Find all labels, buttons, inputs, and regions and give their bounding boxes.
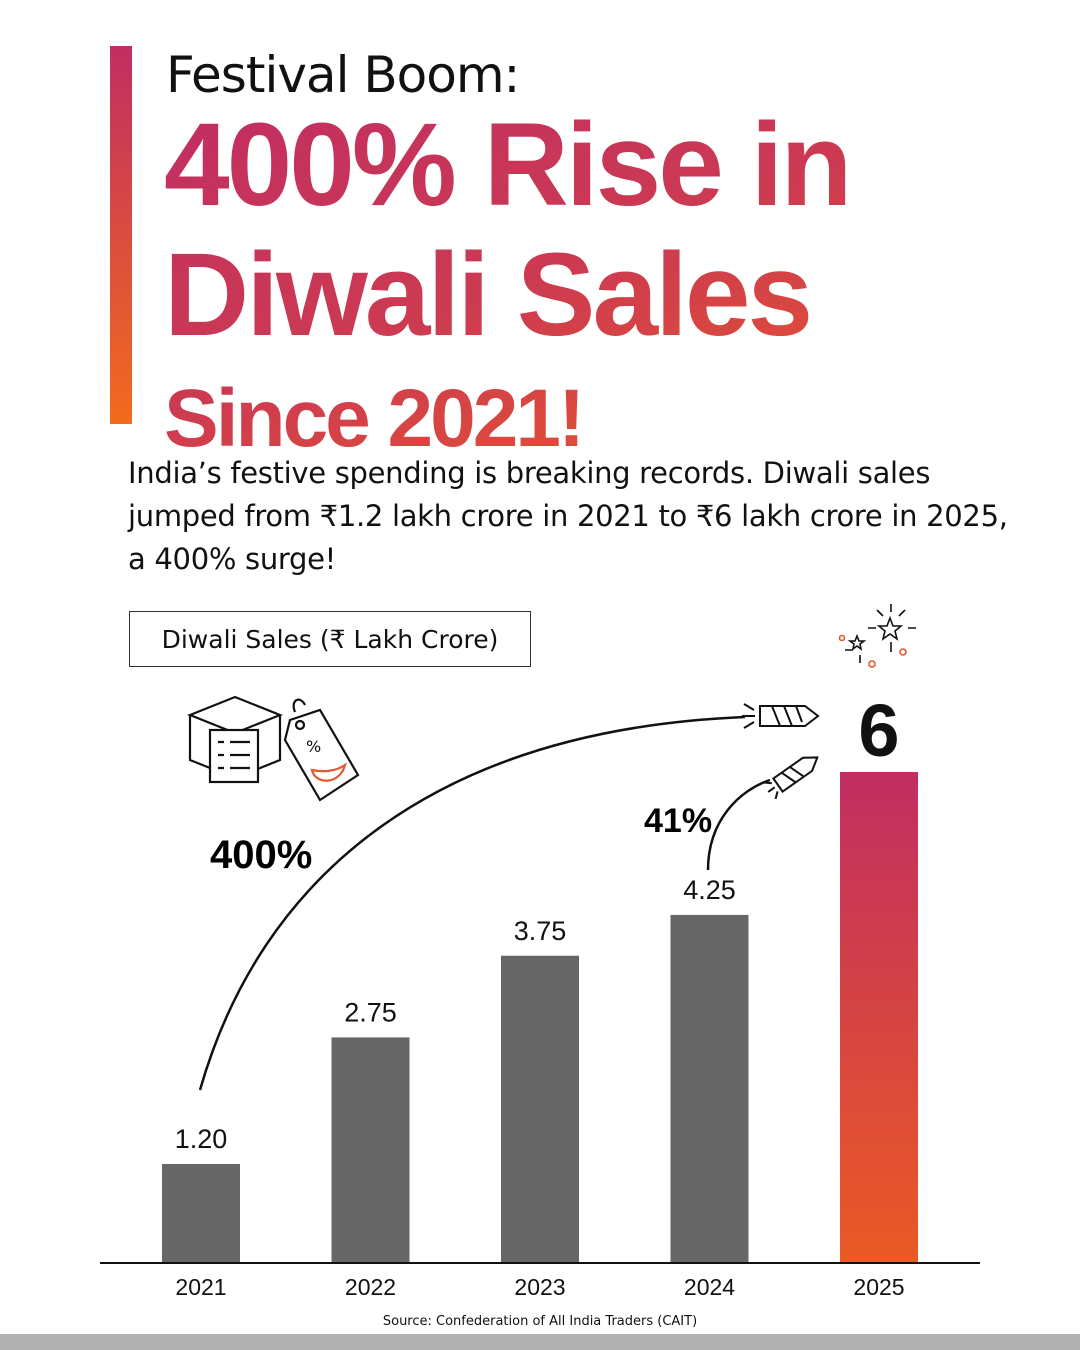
sparkle-firework-icon xyxy=(838,604,916,668)
rocket-firework-icon xyxy=(763,756,819,800)
data-label-2025: 6 xyxy=(858,689,899,772)
svg-text:%: % xyxy=(306,737,321,756)
bar-2023 xyxy=(501,955,579,1262)
annotation-400: 400% xyxy=(210,833,312,877)
intro-text: India’s festive spending is breaking rec… xyxy=(128,456,1008,576)
bar-2025 xyxy=(840,772,918,1262)
growth-arc-400 xyxy=(198,715,746,1091)
source-note: Source: Confederation of All India Trade… xyxy=(382,1314,698,1329)
price-tag-icon: % xyxy=(283,698,360,802)
rocket-firework-icon xyxy=(742,703,820,729)
accent-bar xyxy=(110,46,132,424)
x-tick-2024: 2024 xyxy=(684,1274,735,1300)
annotation-41: 41% xyxy=(644,802,712,840)
data-label-2024: 4.25 xyxy=(683,875,736,905)
x-tick-2025: 2025 xyxy=(853,1274,904,1300)
box-checklist-icon xyxy=(187,695,283,784)
chart-legend: Diwali Sales (₹ Lakh Crore) xyxy=(129,611,531,667)
x-tick-2022: 2022 xyxy=(345,1274,396,1300)
bottom-bar xyxy=(0,1334,1080,1350)
bar-2024 xyxy=(670,914,749,1262)
growth-arc-41 xyxy=(706,778,771,871)
x-tick-2023: 2023 xyxy=(514,1274,565,1300)
data-label-2022: 2.75 xyxy=(344,997,397,1027)
data-label-2023: 3.75 xyxy=(514,916,567,946)
bar-2021 xyxy=(162,1164,240,1262)
x-tick-2021: 2021 xyxy=(175,1274,226,1300)
subtitle: Festival Boom: xyxy=(166,46,520,104)
data-label-2021: 1.20 xyxy=(175,1124,228,1154)
bar-2022 xyxy=(331,1037,410,1262)
